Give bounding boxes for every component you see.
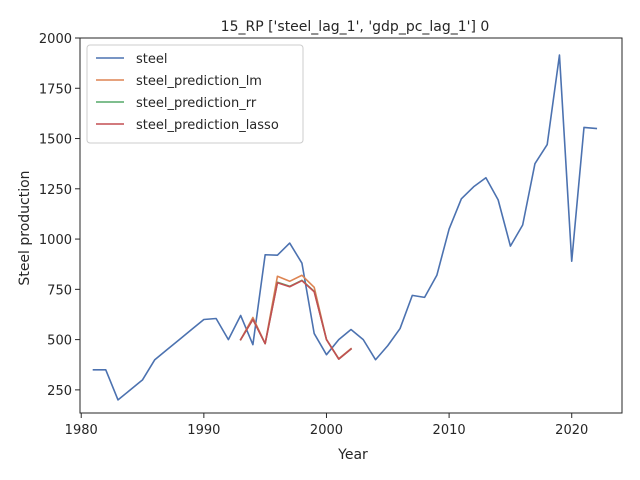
legend-label: steel_prediction_rr [136,96,257,111]
legend-box [86,44,304,144]
y-tick-label: 750 [47,283,72,298]
axes: 1980 1990 2000 2010 2020 250 500 750 1000 1250 150… [39,32,623,438]
x-tick-label: 2010 [433,423,466,438]
x-tick-label: 1990 [187,423,220,438]
series-lines [92,54,598,401]
y-tick-label: 500 [47,334,72,349]
legend-label: steel_prediction_lasso [136,118,279,133]
legend-label: steel [136,52,167,67]
y-tick-label: 1000 [39,233,72,248]
x-tick-label: 2020 [555,423,588,438]
y-tick-label: 1500 [39,133,72,148]
y-tick-label: 250 [47,384,72,399]
y-tick-label: 1250 [39,183,72,198]
x-axis-title: Year [337,447,368,463]
legend-label: steel_prediction_lm [136,74,262,89]
legend: steel steel_prediction_lm steel_prediction… [86,44,304,144]
y-tick-label: 2000 [39,32,72,47]
series-line-steel-prediction-rr [239,279,353,360]
series-line-steel [92,54,598,401]
plot-frame [79,37,623,414]
y-tick-label: 1750 [39,82,72,97]
series-line-steel-prediction-lasso [239,279,353,360]
y-axis-title: Steel production [17,170,33,285]
x-tick-label: 1980 [65,423,98,438]
x-tick-label: 2000 [310,423,343,438]
chart-title: 15_RP ['steel_lag_1', 'gdp_pc_lag_1'] 0 [221,19,490,35]
